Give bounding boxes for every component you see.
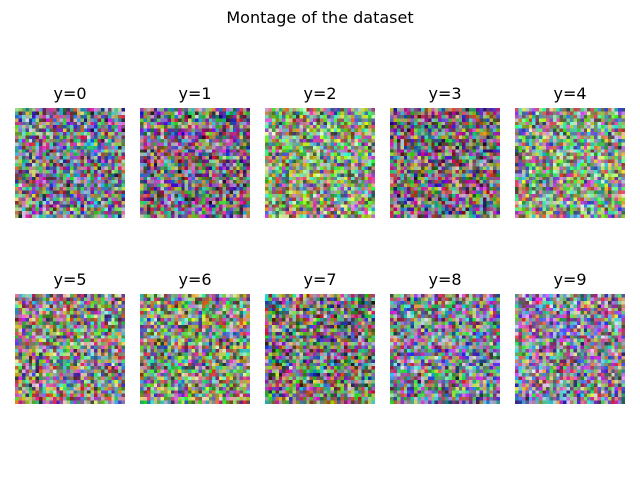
panel-title: y=0 [53, 84, 87, 103]
panel-title: y=8 [428, 270, 462, 289]
noise-image [390, 108, 500, 218]
noise-image [140, 108, 250, 218]
panel-title: y=9 [553, 270, 587, 289]
noise-image [515, 294, 625, 404]
noise-image [390, 294, 500, 404]
chart-title: Montage of the dataset [226, 8, 414, 27]
panel-title: y=4 [553, 84, 587, 103]
noise-image [15, 108, 125, 218]
panel-title: y=3 [428, 84, 462, 103]
noise-image [15, 294, 125, 404]
noise-image [140, 294, 250, 404]
panel-title: y=6 [178, 270, 212, 289]
noise-image [265, 294, 375, 404]
noise-image [515, 108, 625, 218]
panel-title: y=5 [53, 270, 87, 289]
panel-title: y=7 [303, 270, 337, 289]
panel-title: y=2 [303, 84, 337, 103]
panel-title: y=1 [178, 84, 212, 103]
noise-image [265, 108, 375, 218]
